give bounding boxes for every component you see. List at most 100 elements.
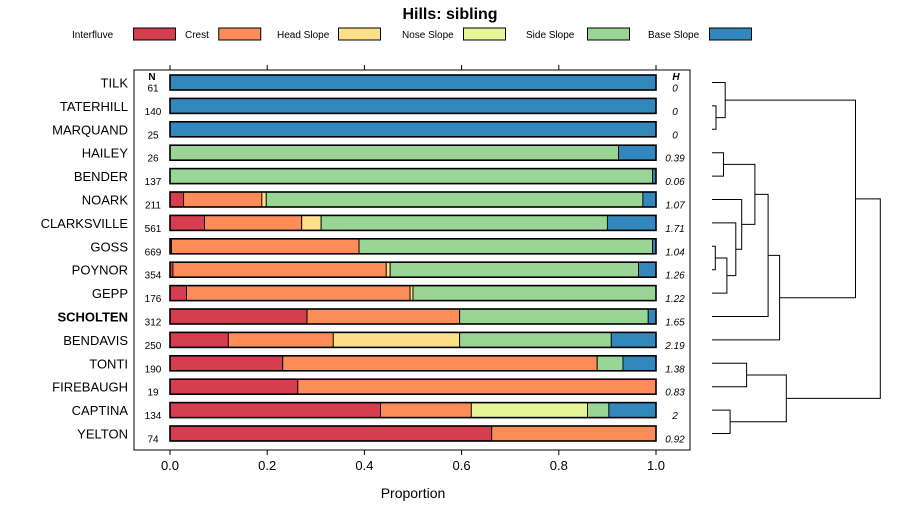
row-label: BENDAVIS	[63, 333, 128, 348]
row-label: MARQUAND	[52, 122, 128, 137]
legend-swatch-head-slope	[338, 27, 381, 41]
row-tilk: TILK 61 0	[101, 74, 678, 95]
n-value: 354	[145, 271, 162, 282]
bar-segment-side-slope	[596, 355, 624, 372]
legend-label-nose-slope: Nose Slope	[402, 30, 454, 41]
bar-segment-crest	[282, 355, 598, 372]
row-noark: NOARK 211 1.07	[82, 191, 685, 212]
bar-segment-crest	[183, 191, 263, 208]
bar-segment-interfluve	[169, 378, 299, 395]
row-poynor: POYNOR 354 1.26	[72, 261, 685, 282]
h-value: 1.04	[665, 247, 685, 258]
legend-swatch-side-slope	[587, 27, 630, 41]
row-scholten: SCHOLTEN 312 1.65	[57, 308, 685, 329]
row-label: GEPP	[92, 286, 128, 301]
legend-label-crest: Crest	[185, 30, 209, 41]
row-label: TATERHILL	[60, 99, 128, 114]
x-axis-title: Proportion	[381, 485, 446, 501]
bar-outline	[169, 401, 657, 419]
bar-segment-base-slope	[642, 191, 657, 208]
row-marquand: MARQUAND 25 0	[52, 121, 678, 141]
bar-segment-side-slope	[320, 214, 608, 231]
bar-segment-head-slope	[301, 214, 322, 231]
dendrogram-merge	[730, 374, 787, 423]
n-column-header: N	[148, 72, 155, 83]
h-value: 0.06	[665, 177, 685, 188]
bar-outline	[169, 74, 657, 91]
n-value: 137	[145, 177, 162, 188]
bar-segment-interfluve	[169, 285, 187, 302]
h-value: 0	[672, 107, 678, 118]
dendrogram-merge	[712, 82, 726, 119]
h-column-header: H	[672, 72, 680, 83]
n-value: 140	[145, 107, 162, 118]
x-tick-label: 0.6	[453, 458, 471, 473]
h-value: 2	[671, 411, 678, 422]
bar-segment-side-slope	[358, 238, 654, 255]
row-label: SCHOLTEN	[57, 310, 128, 325]
bar-segment-crest	[297, 378, 657, 395]
row-label: TONTI	[89, 356, 128, 371]
bar-segment-interfluve	[169, 331, 229, 348]
dendrogram-merge	[712, 105, 717, 130]
bar-segment-interfluve	[169, 191, 185, 208]
bar-segment-interfluve	[169, 402, 381, 419]
dendrogram-merge	[712, 254, 781, 341]
h-value: 1.71	[665, 224, 684, 235]
bar-segment-side-slope	[412, 285, 657, 302]
row-label: CAPTINA	[72, 403, 129, 418]
dendrogram	[712, 82, 881, 434]
bar-segment-base-slope	[647, 308, 657, 325]
n-value: 26	[147, 154, 159, 165]
n-value: 176	[145, 294, 162, 305]
bar-segment-interfluve	[169, 425, 493, 442]
bar-outline	[169, 191, 657, 208]
dendrogram-merge	[712, 409, 731, 434]
dendrogram-merge	[786, 198, 881, 399]
bar-segment-crest	[379, 402, 472, 419]
bar-segment-nose-slope	[470, 402, 588, 419]
chart-title: Hills: sibling	[402, 6, 497, 23]
row-label: NOARK	[82, 193, 129, 208]
h-value: 0.92	[665, 435, 685, 446]
row-label: POYNOR	[72, 263, 128, 278]
bar-segment-crest	[491, 425, 657, 442]
legend-label-side-slope: Side Slope	[526, 30, 575, 41]
row-yelton: YELTON 74 0.92	[77, 425, 685, 446]
bar-segment-interfluve	[169, 214, 205, 231]
bar-segment-side-slope	[587, 402, 610, 419]
bar-segment-base-slope	[608, 402, 657, 419]
n-value: 190	[145, 364, 162, 375]
bar-segment-side-slope	[169, 144, 620, 161]
bar-segment-interfluve	[169, 308, 308, 325]
bar-segment-crest	[186, 285, 411, 302]
bar-segment-base-slope	[622, 355, 657, 372]
row-label: FIREBAUGH	[52, 380, 128, 395]
bar-segment-crest	[171, 238, 360, 255]
row-label: GOSS	[90, 239, 128, 254]
row-label: BENDER	[74, 169, 128, 184]
row-label: HAILEY	[82, 146, 129, 161]
n-value: 134	[145, 411, 162, 422]
legend-swatch-base-slope	[709, 27, 752, 41]
legend-label-base-slope: Base Slope	[648, 30, 700, 41]
bar-segment-head-slope	[332, 331, 461, 348]
row-taterhill: TATERHILL 140 0	[60, 97, 678, 118]
bar-outline	[169, 378, 657, 396]
h-value: 2.19	[664, 341, 685, 352]
n-value: 19	[147, 388, 159, 399]
dendrogram-merge	[712, 245, 716, 271]
row-tonti: TONTI 190 1.38	[89, 354, 685, 375]
n-value: 669	[145, 247, 162, 258]
n-value: 312	[145, 318, 162, 329]
dendrogram-merge	[712, 362, 748, 388]
bar-segment-base-slope	[638, 261, 657, 278]
n-value: 74	[147, 435, 159, 446]
bar-segment-side-slope	[459, 308, 649, 325]
row-clarksville: CLARKSVILLE 561 1.71	[41, 214, 685, 235]
bar-outline	[169, 425, 657, 442]
bar-segment-head-slope	[261, 191, 267, 208]
bar-segment-crest	[306, 308, 461, 325]
bar-segment-side-slope	[459, 331, 612, 348]
dendrogram-merge	[725, 99, 856, 299]
